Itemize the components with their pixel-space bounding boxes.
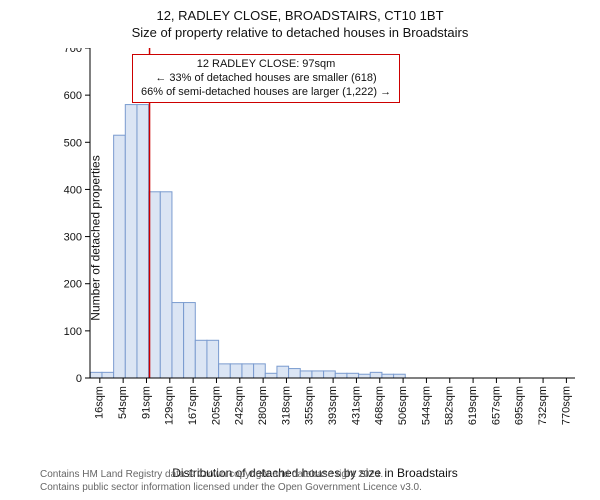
x-tick-label: 91sqm bbox=[140, 386, 152, 419]
histogram-bar bbox=[300, 371, 312, 378]
x-tick-label: 16sqm bbox=[94, 386, 106, 419]
y-tick-label: 700 bbox=[64, 48, 82, 55]
x-tick-label: 619sqm bbox=[467, 386, 479, 425]
histogram-bar bbox=[90, 372, 102, 378]
y-tick-label: 400 bbox=[64, 184, 82, 196]
y-tick-label: 100 bbox=[64, 326, 82, 338]
y-tick-label: 300 bbox=[64, 232, 82, 244]
y-tick-label: 200 bbox=[64, 279, 82, 291]
x-tick-label: 54sqm bbox=[117, 386, 129, 419]
histogram-bar bbox=[114, 135, 126, 378]
histogram-bar bbox=[312, 371, 324, 378]
x-tick-label: 205sqm bbox=[210, 386, 222, 425]
histogram-bar bbox=[242, 364, 254, 378]
attribution-text: Contains HM Land Registry data © Crown c… bbox=[40, 469, 422, 494]
histogram-bar bbox=[254, 364, 266, 378]
histogram-bar bbox=[277, 366, 289, 378]
callout-box: 12 RADLEY CLOSE: 97sqm ← 33% of detached… bbox=[132, 54, 400, 103]
x-tick-label: 695sqm bbox=[514, 386, 526, 425]
callout-line2: ← 33% of detached houses are smaller (61… bbox=[141, 72, 391, 86]
histogram-bar bbox=[184, 303, 196, 378]
histogram-bar bbox=[160, 192, 172, 378]
x-tick-label: 355sqm bbox=[304, 386, 316, 425]
x-tick-label: 657sqm bbox=[490, 386, 502, 425]
histogram-bar bbox=[125, 105, 137, 378]
histogram-bar bbox=[289, 369, 301, 378]
callout-line1: 12 RADLEY CLOSE: 97sqm bbox=[141, 58, 391, 72]
x-tick-label: 544sqm bbox=[420, 386, 432, 425]
x-tick-label: 242sqm bbox=[234, 386, 246, 425]
chart-area: Number of detached properties 0100200300… bbox=[55, 48, 575, 428]
y-tick-label: 0 bbox=[76, 373, 82, 385]
x-tick-label: 318sqm bbox=[280, 386, 292, 425]
histogram-bar bbox=[230, 364, 242, 378]
histogram-bar bbox=[382, 374, 394, 378]
histogram-bar bbox=[207, 340, 219, 378]
histogram-bar bbox=[359, 374, 371, 378]
x-tick-label: 280sqm bbox=[257, 386, 269, 425]
histogram-bar bbox=[347, 373, 359, 378]
x-tick-label: 167sqm bbox=[187, 386, 199, 425]
histogram-bar bbox=[219, 364, 231, 378]
x-tick-label: 506sqm bbox=[397, 386, 409, 425]
x-tick-label: 582sqm bbox=[444, 386, 456, 425]
x-tick-label: 431sqm bbox=[350, 386, 362, 425]
histogram-bar bbox=[335, 373, 347, 378]
histogram-bar bbox=[102, 372, 114, 378]
histogram-bar bbox=[324, 371, 336, 378]
attribution-line1: Contains HM Land Registry data © Crown c… bbox=[40, 469, 422, 482]
histogram-plot: 0 100 200 300 400 500 600 700 16sqm 54sqm 91sqm 129… bbox=[55, 48, 575, 428]
histogram-bar bbox=[394, 374, 406, 378]
histogram-bar bbox=[149, 192, 161, 378]
histogram-bar bbox=[370, 372, 382, 378]
attribution-line2: Contains public sector information licen… bbox=[40, 482, 422, 495]
histogram-bar bbox=[265, 373, 277, 378]
x-tick-label: 770sqm bbox=[560, 386, 572, 425]
histogram-bar bbox=[172, 303, 184, 378]
histogram-bar bbox=[195, 340, 207, 378]
histogram-bar bbox=[137, 105, 149, 378]
x-tick-label: 129sqm bbox=[164, 386, 176, 425]
figure-title-line1: 12, RADLEY CLOSE, BROADSTAIRS, CT10 1BT bbox=[0, 0, 600, 23]
y-tick-label: 600 bbox=[64, 90, 82, 102]
x-tick-label: 393sqm bbox=[327, 386, 339, 425]
x-tick-label: 468sqm bbox=[374, 386, 386, 425]
figure-title-line2: Size of property relative to detached ho… bbox=[0, 23, 600, 40]
chart-figure: 12, RADLEY CLOSE, BROADSTAIRS, CT10 1BT … bbox=[0, 0, 600, 500]
x-tick-label: 732sqm bbox=[537, 386, 549, 425]
y-tick-label: 500 bbox=[64, 137, 82, 149]
callout-line3: 66% of semi-detached houses are larger (… bbox=[141, 86, 391, 100]
